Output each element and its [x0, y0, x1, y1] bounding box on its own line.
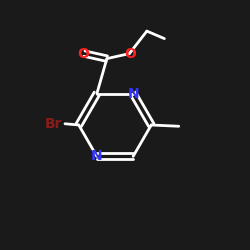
Text: N: N — [91, 150, 103, 164]
Text: O: O — [125, 46, 136, 60]
Text: Br: Br — [45, 117, 62, 131]
Text: N: N — [127, 86, 139, 101]
Text: O: O — [77, 46, 89, 60]
